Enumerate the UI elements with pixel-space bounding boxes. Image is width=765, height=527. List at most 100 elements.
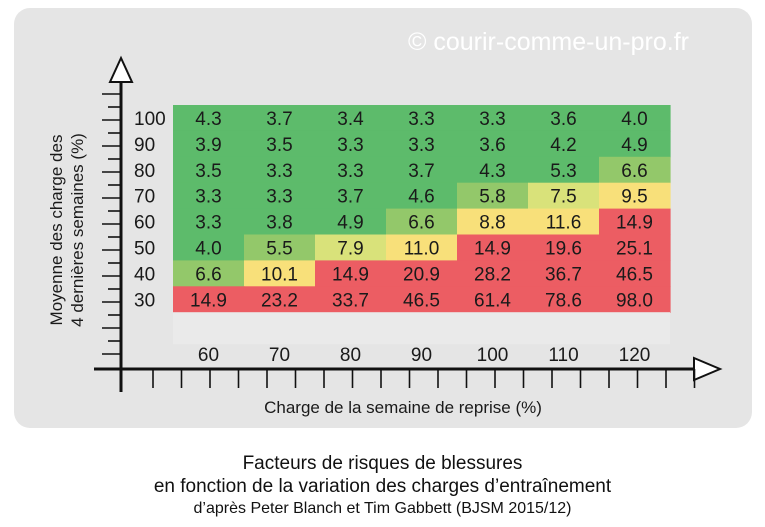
cell-value-label: 4.0 [195, 238, 221, 259]
heatmap-cell [315, 182, 387, 210]
cell-value-label: 33.7 [332, 290, 369, 311]
heatmap-cell [528, 286, 600, 313]
cell-value-label: 7.5 [550, 187, 576, 208]
heatmap-cell [315, 156, 387, 184]
heatmap-cell [173, 260, 245, 287]
cell-value-label: 46.5 [403, 290, 440, 311]
x-tick-label: 110 [548, 345, 578, 366]
heatmap-cell [457, 286, 529, 313]
cell-value-label: 3.6 [550, 109, 576, 130]
heatmap-cell [599, 260, 671, 287]
y-tick-label: 30 [134, 290, 155, 311]
heatmap-cell [599, 208, 671, 236]
heatmap-cell [528, 208, 600, 236]
cell-value-label: 11.6 [546, 213, 582, 234]
heatmap-cell [173, 130, 245, 158]
y-tick-label: 50 [134, 238, 155, 259]
cell-value-label: 4.3 [479, 161, 505, 182]
cell-value-label: 3.7 [408, 161, 434, 182]
x-tick-label: 60 [198, 345, 219, 366]
heatmap-cell [528, 234, 600, 261]
heatmap-cell [386, 105, 458, 132]
heatmap-cell [528, 130, 600, 158]
heatmap-cell [244, 130, 316, 158]
cell-value-label: 14.9 [474, 238, 511, 259]
heatmap-cell [386, 234, 458, 261]
y-tick-label: 40 [134, 264, 155, 285]
heatmap-cell [457, 130, 529, 158]
x-tick-label: 120 [619, 345, 651, 366]
heatmap-cell [599, 286, 671, 313]
heatmap-cell [386, 260, 458, 287]
heatmap-cell [457, 260, 529, 287]
cell-value-label: 3.7 [337, 187, 363, 208]
cell-value-label: 3.7 [266, 109, 292, 130]
cell-value-label: 3.3 [479, 109, 505, 130]
heatmap-cell [173, 286, 245, 313]
cell-value-label: 11.0 [404, 238, 440, 259]
cell-value-label: 4.9 [337, 213, 363, 234]
heatmap-cell [528, 182, 600, 210]
caption-line-2: en fonction de la variation des charges … [153, 476, 612, 497]
heatmap-cell [315, 260, 387, 287]
cell-value-label: 5.8 [479, 187, 505, 208]
heatmap-cell [173, 234, 245, 261]
heatmap-cell [386, 286, 458, 313]
cell-value-label: 4.6 [408, 187, 434, 208]
cell-value-label: 3.3 [408, 109, 434, 130]
cell-value-label: 14.9 [190, 290, 227, 311]
x-tick-label: 100 [477, 345, 509, 366]
cell-value-label: 3.3 [408, 135, 434, 156]
heatmap-cell [599, 182, 671, 210]
y-axis-title-line: Moyenne des charge des [47, 135, 66, 326]
heatmap-cell [315, 105, 387, 132]
y-axis-arrow [108, 55, 134, 83]
x-axis-arrow [693, 356, 723, 382]
heatmap-cell [244, 105, 316, 132]
cell-value-label: 3.3 [195, 213, 221, 234]
heatmap-cell [457, 234, 529, 261]
cell-value-label: 36.7 [545, 264, 582, 285]
heatmap-cell [386, 182, 458, 210]
caption-line-3: d’après Peter Blanch et Tim Gabbett (BJS… [193, 500, 572, 517]
cell-value-label: 61.4 [474, 290, 511, 311]
heatmap-cell [244, 260, 316, 287]
cell-value-label: 4.2 [550, 135, 576, 156]
cell-value-label: 8.8 [479, 213, 505, 234]
cell-value-label: 5.5 [266, 238, 292, 259]
heatmap-cell [599, 130, 671, 158]
cell-value-label: 19.6 [545, 238, 582, 259]
cell-value-label: 3.4 [337, 109, 364, 130]
cell-value-label: 3.6 [479, 135, 505, 156]
cell-value-label: 7.9 [337, 238, 363, 259]
cell-value-label: 98.0 [616, 290, 653, 311]
heatmap-cell [244, 208, 316, 236]
heatmap-cell [315, 130, 387, 158]
heatmap-cell [457, 182, 529, 210]
cell-value-label: 3.3 [337, 135, 363, 156]
y-tick-label: 100 [134, 109, 166, 130]
cell-value-label: 23.2 [261, 290, 298, 311]
cell-value-label: 3.3 [266, 187, 292, 208]
cell-value-label: 46.5 [616, 264, 653, 285]
heatmap-cell [457, 208, 529, 236]
cell-value-label: 10.1 [261, 264, 298, 285]
x-label-band [173, 312, 670, 345]
heatmap-cell [599, 105, 671, 132]
heatmap-cell [599, 156, 671, 184]
cell-value-label: 6.6 [621, 161, 647, 182]
cell-value-label: 3.3 [266, 161, 292, 182]
heatmap-cell [244, 286, 316, 313]
cell-value-label: 9.5 [621, 187, 647, 208]
y-tick-label: 70 [134, 187, 155, 208]
cell-value-label: 3.5 [266, 135, 292, 156]
cell-value-label: 4.3 [195, 109, 221, 130]
heatmap-cell [386, 130, 458, 158]
cell-value-label: 3.3 [337, 161, 363, 182]
x-tick-label: 70 [269, 345, 290, 366]
heatmap-cell [386, 208, 458, 236]
heatmap-cell [244, 156, 316, 184]
cell-value-label: 3.8 [266, 213, 292, 234]
heatmap-cell [528, 105, 600, 132]
